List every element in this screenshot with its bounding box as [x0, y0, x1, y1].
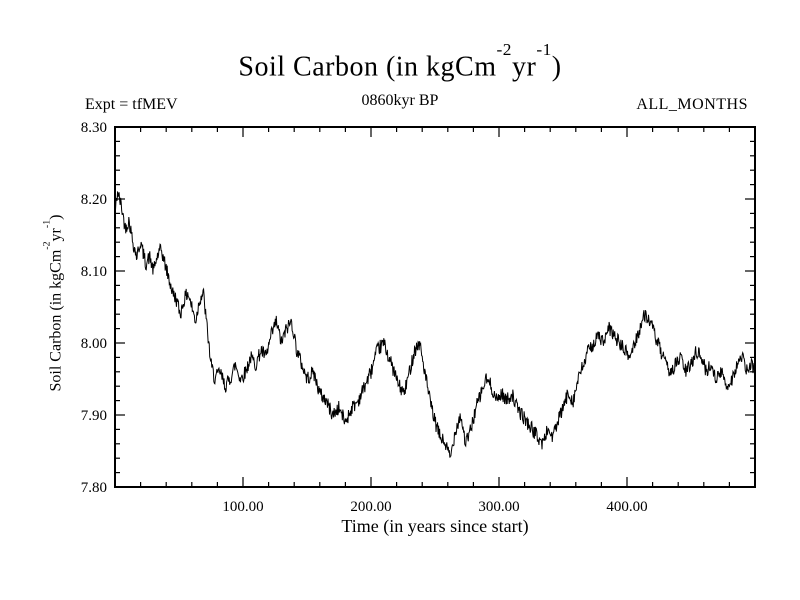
experiment-label: Expt = tfMEV: [85, 96, 178, 113]
plot-frame: [114, 126, 756, 488]
months-label: ALL_MONTHS: [636, 96, 748, 113]
x-tick-label: 100.00: [222, 499, 263, 515]
x-tick-label: 400.00: [606, 499, 647, 515]
y-axis-label-sup-2: -2: [40, 241, 52, 250]
chart-title-post: ): [551, 51, 562, 83]
soil-carbon-plot: 100.00 200.00 300.00 400.00 7.80 7.90 8.00 8.10…: [81, 120, 756, 515]
y-tick-label: 8.00: [81, 336, 107, 352]
y-axis-label-pre: Soil Carbon (in kgCm: [47, 249, 65, 392]
y-axis-label: Soil Carbon (in kgCm-2yr-1): [41, 215, 65, 392]
date-label: 0860kyr BP: [361, 92, 439, 109]
x-tick-label: 300.00: [478, 499, 519, 515]
y-tick-label: 8.30: [81, 120, 107, 136]
y-tick-label: 7.90: [81, 408, 107, 424]
y-tick-label: 7.80: [81, 480, 107, 496]
y-axis-label-sup-1: -1: [40, 219, 52, 229]
x-tick-label: 200.00: [350, 499, 391, 515]
chart-title-mid: yr: [511, 51, 537, 83]
chart-title-sup-1: -1: [536, 40, 552, 60]
y-axis-label-mid: yr: [47, 228, 65, 242]
chart-title-pre: Soil Carbon (in kgCm: [238, 51, 497, 83]
y-tick-label: 8.10: [81, 264, 107, 280]
y-tick-label: 8.20: [81, 192, 107, 208]
chart-title-sup-2: -2: [496, 40, 512, 60]
x-axis-label: Time (in years since start): [341, 516, 529, 536]
soil-carbon-series: [114, 191, 756, 458]
chart-title: Soil Carbon (in kgCm-2yr-1): [0, 40, 800, 83]
